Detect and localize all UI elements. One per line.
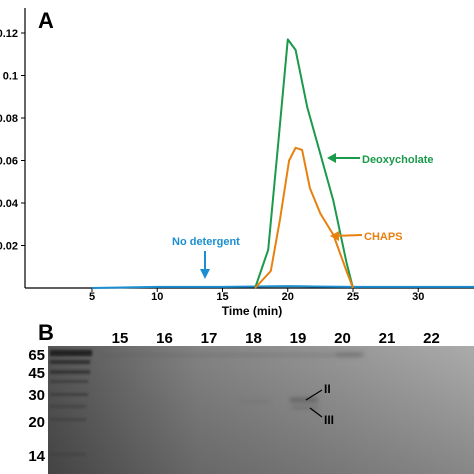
series-line-deoxycholate bbox=[254, 38, 354, 289]
panel-a: A 0.02 0.04 0.06 0.08 0.1 0.12 5 10 15 20 25 30 Ti… bbox=[0, 8, 474, 318]
panel-b-letter: B bbox=[38, 320, 54, 345]
marker-label: 65 bbox=[28, 347, 45, 364]
fraction-label: 18 bbox=[245, 330, 262, 347]
marker-label: 45 bbox=[28, 365, 45, 382]
fraction-label: 15 bbox=[112, 330, 129, 347]
y-tick-label: 0.1 bbox=[3, 71, 18, 83]
y-tick-label: 0.08 bbox=[0, 113, 18, 125]
fraction-label: 20 bbox=[334, 330, 351, 347]
panel-a-letter: A bbox=[38, 8, 54, 33]
gel-shading bbox=[48, 346, 474, 474]
fraction-label: 22 bbox=[423, 330, 440, 347]
fraction-label: 21 bbox=[379, 330, 396, 347]
series-line-chaps bbox=[254, 146, 354, 289]
fraction-label: 19 bbox=[290, 330, 307, 347]
no-detergent-arrow-head bbox=[200, 269, 210, 279]
fraction-label: 17 bbox=[201, 330, 218, 347]
fraction-label: 16 bbox=[156, 330, 173, 347]
no-detergent-label: No detergent bbox=[172, 236, 240, 248]
x-tick-label: 30 bbox=[412, 291, 424, 303]
x-tick-label: 15 bbox=[216, 291, 228, 303]
band-ii-label: II bbox=[324, 382, 331, 396]
band-iii-label: III bbox=[324, 413, 334, 427]
series-lines bbox=[91, 38, 474, 289]
marker-label: 14 bbox=[28, 448, 45, 465]
band-ii-pointer bbox=[305, 389, 323, 401]
annotation-chaps: CHAPS bbox=[330, 231, 403, 243]
band-iii-pointer bbox=[309, 407, 323, 418]
deoxycholate-label: Deoxycholate bbox=[362, 154, 434, 166]
chaps-arrow-head bbox=[330, 231, 339, 241]
y-tick-label: 0.02 bbox=[0, 241, 18, 253]
band-labels: II III bbox=[305, 382, 334, 427]
x-tick-label: 20 bbox=[282, 291, 294, 303]
x-ticks: 5 10 15 20 25 30 bbox=[89, 288, 424, 303]
series-line-no-detergent bbox=[91, 285, 474, 289]
x-tick-label: 25 bbox=[347, 291, 359, 303]
y-ticks: 0.02 0.04 0.06 0.08 0.1 0.12 bbox=[0, 28, 25, 253]
marker-label: 20 bbox=[28, 414, 45, 431]
x-tick-label: 5 bbox=[89, 291, 95, 303]
x-axis-label: Time (min) bbox=[222, 304, 282, 318]
panel-a-axes bbox=[24, 8, 474, 289]
chaps-label: CHAPS bbox=[364, 231, 403, 243]
deoxycholate-arrow-head bbox=[327, 153, 336, 163]
marker-label: 30 bbox=[28, 387, 45, 404]
annotation-deoxycholate: Deoxycholate bbox=[327, 153, 434, 166]
y-tick-label: 0.04 bbox=[0, 198, 19, 210]
fraction-labels: 15 16 17 18 19 20 21 22 bbox=[112, 330, 440, 347]
y-tick-label: 0.06 bbox=[0, 156, 18, 168]
y-tick-label: 0.12 bbox=[0, 28, 18, 40]
x-tick-label: 10 bbox=[151, 291, 163, 303]
sample-bands bbox=[100, 352, 364, 409]
annotation-no-detergent: No detergent bbox=[172, 236, 240, 279]
marker-ladder bbox=[50, 350, 92, 456]
